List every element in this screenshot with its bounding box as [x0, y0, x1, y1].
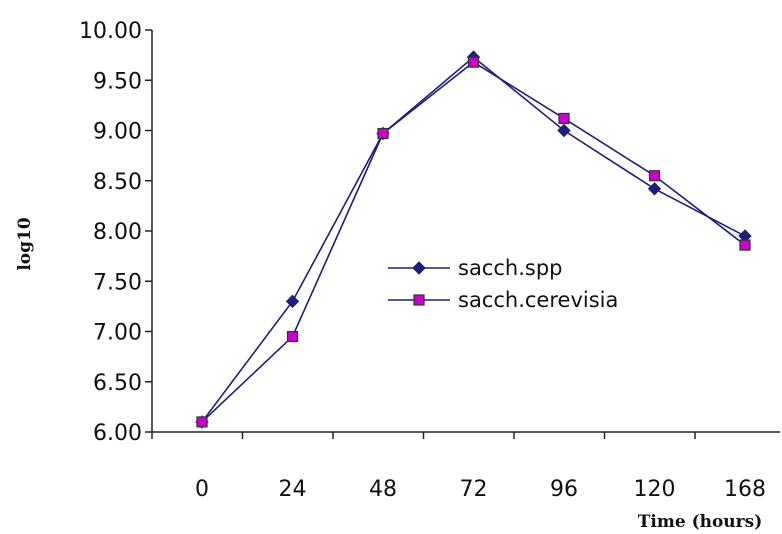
y-tick-label: 9.00 — [93, 120, 142, 145]
series-lines — [195, 50, 752, 429]
data-point-square — [377, 127, 389, 140]
legend-marker-diamond — [412, 261, 426, 275]
x-tick-label: 96 — [550, 477, 578, 502]
x-tick-label: 72 — [460, 477, 488, 502]
y-tick-label: 6.50 — [93, 371, 142, 396]
y-axis-title: log10 — [15, 217, 35, 271]
data-point-diamond — [647, 182, 662, 196]
data-point-square — [558, 112, 570, 125]
y-tick-label: 8.00 — [93, 220, 142, 245]
data-point-diamond — [285, 294, 300, 309]
y-tick-label: 10.00 — [79, 19, 142, 44]
legend-label: sacch.spp — [458, 256, 563, 280]
legend: sacch.spp sacch.cerevisia — [388, 256, 618, 312]
y-tick-label: 8.50 — [93, 170, 142, 195]
data-point-square — [196, 416, 208, 428]
data-point-square — [739, 239, 751, 251]
data-point-square — [467, 56, 480, 68]
x-axis-title: Time (hours) — [638, 512, 763, 532]
x-tick-label: 24 — [279, 477, 307, 502]
x-tick-label: 48 — [369, 477, 397, 502]
y-tick-label: 6.00 — [93, 421, 142, 446]
y-axis: 6.00 6.50 7.00 7.50 8.00 8.50 9.00 9.50 10.00 — [79, 19, 153, 446]
legend-label: sacch.cerevisia — [458, 288, 618, 312]
y-tick-label: 9.50 — [93, 69, 142, 94]
x-tick-label: 0 — [195, 477, 209, 502]
x-tick-label: 120 — [634, 477, 676, 502]
data-point-diamond — [557, 123, 571, 138]
x-axis: 0 24 48 72 96 120 168 — [151, 431, 780, 502]
data-point-square — [286, 330, 299, 343]
legend-marker-square — [413, 294, 425, 306]
y-tick-label: 7.00 — [93, 321, 142, 346]
y-tick-label: 7.50 — [93, 270, 142, 295]
series-line-sacch.spp — [201, 56, 746, 423]
data-point-square — [648, 170, 661, 182]
x-tick-label: 168 — [724, 477, 766, 502]
series-line-sacch.cerevisia — [201, 61, 746, 423]
